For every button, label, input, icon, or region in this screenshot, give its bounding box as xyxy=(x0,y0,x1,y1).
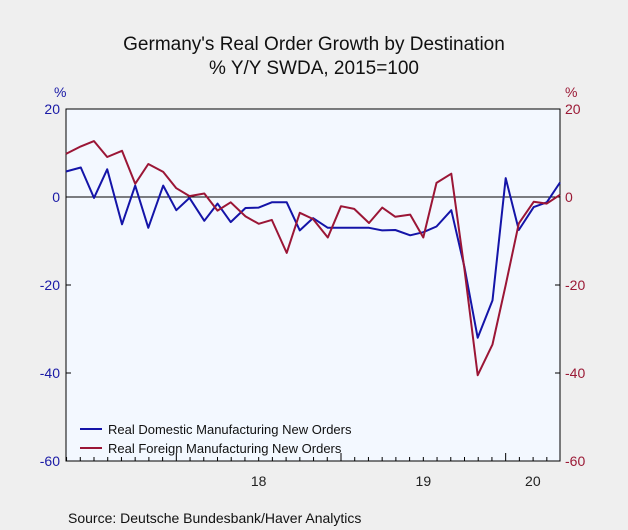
y-tick-label-left: -20 xyxy=(40,277,60,293)
x-ticks: 18 19 20 xyxy=(66,453,548,489)
series-line-foreign xyxy=(65,140,561,377)
y-axis-label-left: % xyxy=(54,84,66,100)
plot-area xyxy=(65,108,561,462)
series-lines xyxy=(65,140,561,377)
chart-subtitle: % Y/Y SWDA, 2015=100 xyxy=(209,58,419,79)
y-tick-label-right: -20 xyxy=(565,277,585,293)
y-tick-label-right: -60 xyxy=(565,453,585,469)
x-tick-label: 20 xyxy=(525,473,541,489)
x-tick-label: 18 xyxy=(251,473,267,489)
legend-label-domestic: Real Domestic Manufacturing New Orders xyxy=(108,422,352,437)
y-tick-label-left: 20 xyxy=(44,101,60,117)
source-note: Source: Deutsche Bundesbank/Haver Analyt… xyxy=(68,510,361,526)
chart-title: Germany's Real Order Growth by Destinati… xyxy=(123,34,505,55)
legend: Real Domestic Manufacturing New Orders R… xyxy=(80,422,352,456)
y-ticks-left: 20 0 -20 -40 -60 xyxy=(40,101,71,469)
y-tick-label-right: 0 xyxy=(565,189,573,205)
y-tick-label-right: 20 xyxy=(565,101,581,117)
x-tick-label: 19 xyxy=(416,473,432,489)
y-tick-label-left: 0 xyxy=(52,189,60,205)
y-tick-label-left: -40 xyxy=(40,365,60,381)
y-ticks-right: 20 0 -20 -40 -60 xyxy=(555,101,585,469)
y-axis-label-right: % xyxy=(565,84,577,100)
y-tick-label-left: -60 xyxy=(40,453,60,469)
y-tick-label-right: -40 xyxy=(565,365,585,381)
legend-label-foreign: Real Foreign Manufacturing New Orders xyxy=(108,441,342,456)
